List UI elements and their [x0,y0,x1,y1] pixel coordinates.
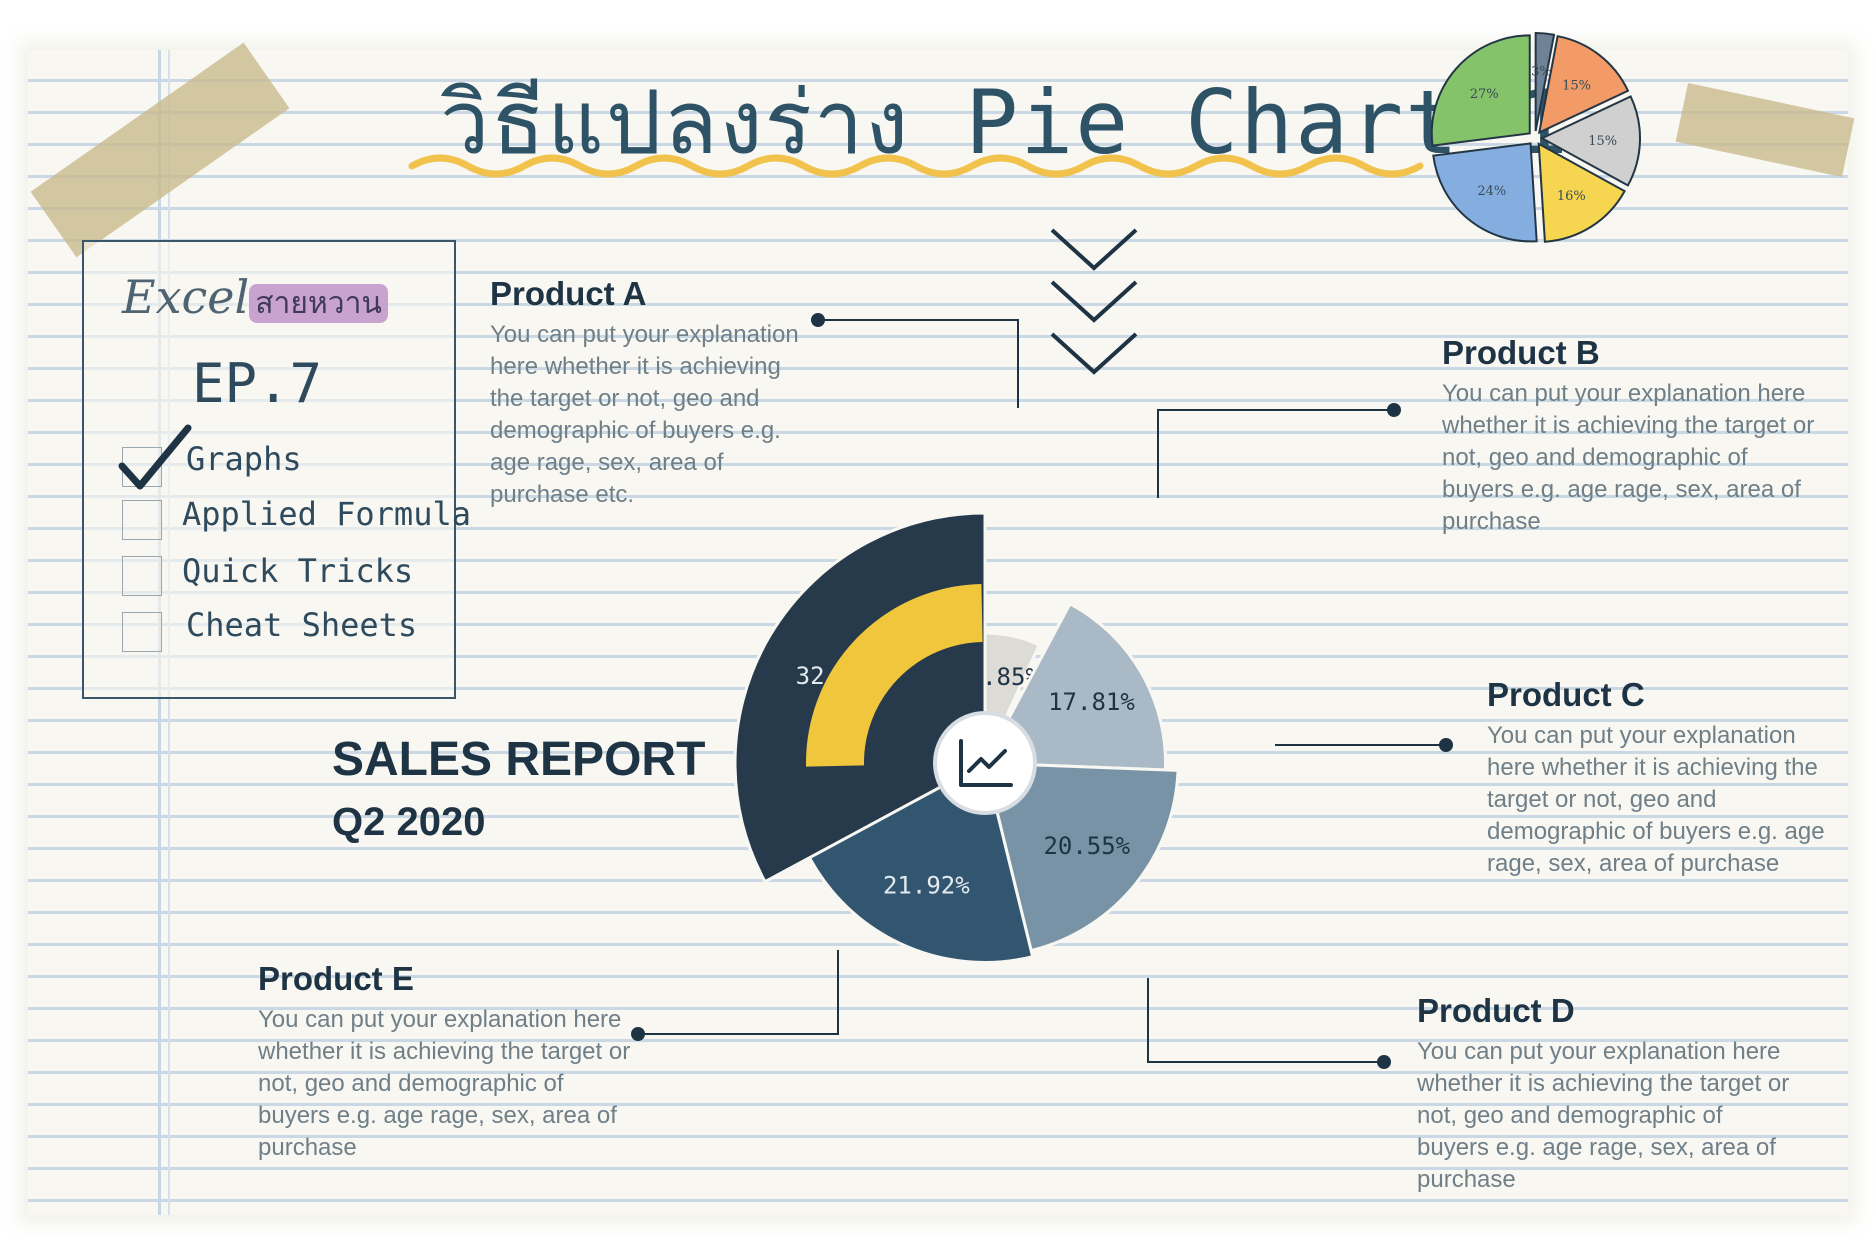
accent-ring-arc [806,584,984,767]
product-c-title: Product C [1487,676,1645,713]
thumb-slice-label-1: 3% [1531,65,1552,80]
product-c-block: Product C You can put your explanation h… [1487,676,1847,880]
checklist-label-graphs: Graphs [186,440,302,478]
checklist-label-quick-tricks: Quick Tricks [182,552,414,590]
product-a-block: Product A You can put your explanation h… [490,275,820,511]
connector-dots [631,313,1453,1069]
product-d-block: Product D You can put your explanation h… [1417,992,1797,1196]
thumb-slice-label-3: 15% [1588,134,1617,149]
thumb-slice-label-2: 15% [1562,78,1591,93]
product-b-block: Product B You can put your explanation h… [1442,334,1822,538]
product-e-block: Product E You can put your explanation h… [258,960,638,1164]
thumb-slice-2 [1537,35,1630,135]
product-d-title: Product D [1417,992,1575,1029]
checklist-label-cheat-sheets: Cheat Sheets [186,606,418,644]
brand-logo: Excel สายหวาน [122,270,388,327]
connector-product-b [1157,409,1394,498]
slice-label-product-b: 17.81% [1048,688,1135,716]
checkbox-quick-tricks[interactable] [122,556,162,596]
checkbox-applied-formula[interactable] [122,500,162,540]
product-c-desc: You can put your explanation here whethe… [1487,722,1825,877]
thumb-slice-label-5: 24% [1477,184,1506,199]
thumb-slice-label-4: 16% [1557,189,1586,204]
connector-dot-a [811,313,825,327]
report-title: SALES REPORT [332,733,706,786]
product-b-title: Product B [1442,334,1600,371]
product-a-desc: You can put your explanation here whethe… [490,321,799,508]
trend-chart-icon [959,739,1013,787]
connector-dot-b [1387,403,1401,417]
product-e-desc: You can put your explanation here whethe… [258,1006,631,1161]
slice-product-b [982,601,1167,772]
slice-product-c [983,761,1180,953]
product-b-desc: You can put your explanation here whethe… [1442,380,1815,535]
checklist-label-applied-formula: Applied Formula [182,495,471,533]
checkbox-cheat-sheets[interactable] [122,612,162,652]
slice-label-product-c: 20.55% [1043,832,1130,860]
product-d-desc: You can put your explanation here whethe… [1417,1038,1790,1193]
connector-product-e [638,950,839,1035]
callout-connectors [638,319,1446,1063]
thumb-slice-6 [1430,34,1531,147]
thumb-slice-4 [1537,142,1626,243]
title-wave-underline [408,154,1424,178]
thumbnail-pie-chart: 3% 15% 15% 16% 24% 27% [1430,32,1641,243]
connector-dot-d [1377,1055,1391,1069]
thumb-slice-3 [1539,95,1641,187]
thumb-slice-label-6: 27% [1470,87,1499,102]
slice-label-product-d: 21.92% [883,871,970,899]
checkmark-icon [118,424,192,490]
product-e-title: Product E [258,960,414,997]
connector-dot-e [631,1027,645,1041]
product-a-title: Product A [490,275,647,312]
connector-dot-c [1439,738,1453,752]
connector-product-d [1147,978,1384,1063]
thumb-slice-1 [1534,32,1556,132]
thumb-slice-5 [1432,142,1538,243]
connector-product-a [818,319,1019,408]
report-period: Q2 2020 [332,800,486,844]
rose-pie-chart: 6.85%17.81%20.55%21.92%32.88% [733,511,1180,964]
episode-label: EP.7 [192,352,323,415]
chevron-down-icon [1050,228,1138,375]
